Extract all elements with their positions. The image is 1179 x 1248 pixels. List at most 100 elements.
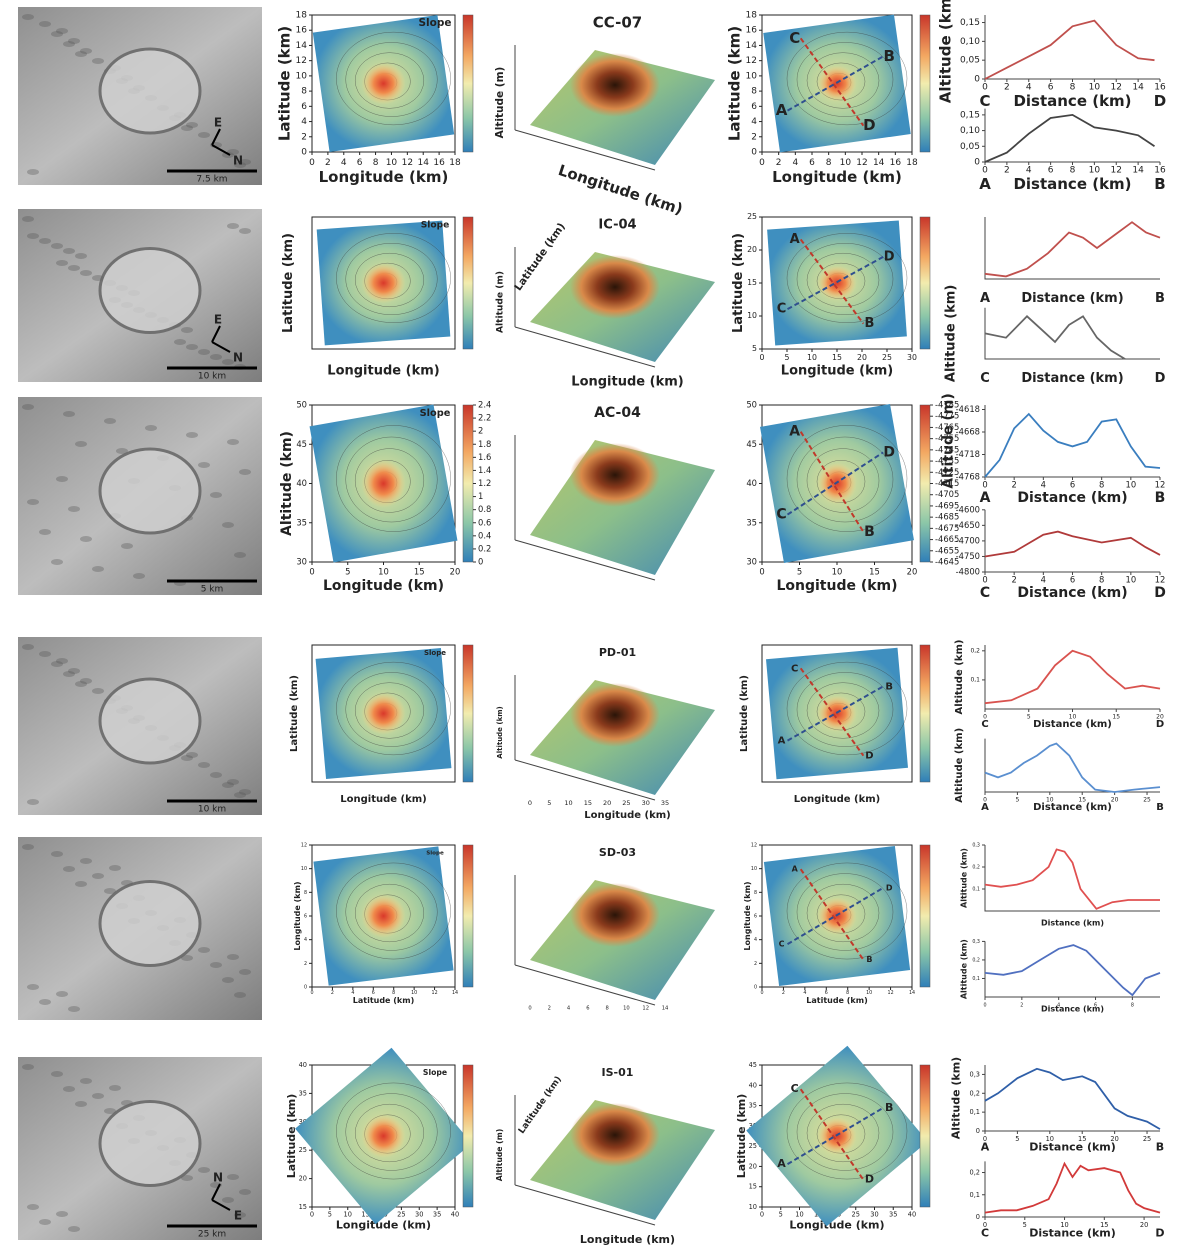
x-tick-label: 18 — [449, 158, 461, 168]
x-axis-label: Longitude (km) — [789, 1219, 884, 1232]
x-axis-label: Longitude (km) — [571, 375, 683, 390]
x-tick-label: 10 — [344, 1211, 352, 1219]
x-tick-label: 8 — [1099, 480, 1104, 490]
x-axis-label: Longitude (km) — [584, 810, 670, 821]
crater — [100, 1102, 200, 1186]
x-tick-label: 5 — [1015, 1135, 1019, 1143]
x-tick-label: 25 — [622, 799, 630, 807]
compass-label: N — [233, 351, 243, 365]
dune — [56, 260, 68, 266]
colorbar-tick-label: 1 — [478, 491, 483, 501]
x-tick-label: 0 — [760, 1211, 764, 1219]
y-axis-label: Latitude (km) — [731, 233, 746, 333]
y-axis-label: Latitude (km) — [726, 26, 744, 141]
profile-end-label: C — [981, 1227, 989, 1240]
profile-end-label: B — [1155, 490, 1166, 506]
y-tick-label: 10 — [301, 866, 307, 872]
dune — [227, 1174, 239, 1180]
y-axis-label: Latitude (km) — [281, 233, 296, 333]
y-tick-label: 0,05 — [960, 142, 980, 152]
dune — [51, 851, 63, 857]
x-tick-label: 14 — [452, 990, 458, 996]
x-tick-label: 25 — [1143, 797, 1151, 804]
y-tick-label: 45 — [746, 439, 757, 449]
y-tick-label: 0,1 — [972, 976, 980, 982]
panel-title: PD-01 — [599, 646, 636, 659]
x-tick-label: 0 — [982, 166, 988, 176]
y-tick-label: 0,2 — [972, 865, 980, 871]
x-tick-label: 5 — [1023, 1221, 1027, 1229]
x-tick-label: 5 — [797, 566, 802, 576]
y-tick-label: 0 — [976, 1127, 980, 1135]
hot-spot — [361, 1114, 405, 1158]
profile-end-label: B — [1156, 1141, 1164, 1154]
x-tick-label: 2 — [548, 1006, 551, 1012]
y-tick-label: 0 — [974, 158, 980, 168]
x-axis-label: Distance (km) — [1029, 1227, 1116, 1240]
dune — [198, 947, 210, 953]
scale-label: 10 km — [198, 805, 226, 815]
dune — [56, 1211, 68, 1217]
profile-end-label: C — [981, 719, 988, 730]
x-tick-label: 10 — [1089, 166, 1101, 176]
profile-end-label: D — [1155, 371, 1166, 386]
x-tick-label: 0 — [310, 990, 313, 996]
x-axis-label: Longitude (km) — [319, 168, 449, 186]
x-tick-label: 20 — [603, 799, 611, 807]
dune — [198, 349, 210, 355]
x-tick-label: 2 — [1011, 575, 1016, 585]
colorbar-tick-label: 0 — [478, 557, 483, 567]
y-tick-label: 2 — [301, 132, 307, 142]
y-tick-label: 16 — [746, 26, 758, 36]
profile-end-label: A — [979, 175, 991, 193]
x-tick-label: 5 — [547, 799, 551, 807]
dune — [27, 233, 39, 239]
x-tick-label: 20 — [1111, 797, 1119, 804]
x-tick-label: 6 — [586, 1006, 589, 1012]
profile-track-label: D — [886, 883, 893, 892]
colorbar — [920, 405, 930, 562]
y-tick-label: 12 — [751, 843, 757, 849]
y-tick-label: 0,10 — [960, 37, 980, 47]
peak-3d — [570, 255, 660, 319]
y-tick-label: 8 — [304, 890, 307, 896]
dune — [56, 991, 68, 997]
y-tick-label: 20 — [749, 1162, 757, 1170]
scale-label: 10 km — [198, 372, 226, 382]
hot-spot — [817, 266, 857, 301]
x-tick-label: 8 — [1070, 83, 1076, 93]
x-tick-label: 5 — [785, 353, 790, 362]
y-axis-label: Altitude (km) — [949, 1057, 962, 1139]
y-tick-label: 10 — [747, 311, 757, 320]
profile-track-label: A — [778, 736, 786, 747]
dune — [63, 411, 75, 417]
y-axis-label: Altitude (m) — [941, 393, 957, 489]
x-tick-label: 0 — [982, 83, 988, 93]
x-tick-label: 25 — [852, 1211, 860, 1219]
y-tick-label: 15 — [747, 278, 757, 287]
colorbar — [920, 1065, 930, 1207]
y-tick-label: -4800 — [956, 567, 980, 577]
y-tick-label: 40 — [749, 1081, 757, 1089]
panel-title: IS-01 — [602, 1066, 634, 1079]
profile-axes — [985, 510, 1160, 572]
x-axis-label: Longitude (km) — [772, 168, 902, 186]
x-axis-label: Distance (km) — [1041, 1005, 1104, 1014]
x-tick-label: 10 — [840, 158, 852, 168]
colorbar — [463, 405, 473, 562]
y-axis-label: Latitude (km) — [285, 1094, 298, 1179]
y-tick-label: 10 — [749, 1203, 757, 1211]
x-axis-label: Longitude (km) — [776, 578, 897, 594]
compass-label: E — [214, 313, 222, 327]
y-tick-label: 5 — [752, 344, 757, 353]
colorbar — [463, 1065, 473, 1207]
profile-track-label: C — [789, 29, 800, 47]
x-tick-label: 0 — [528, 1006, 531, 1012]
y-axis-label: Latitude (km) — [289, 675, 300, 752]
x-tick-label: 5 — [328, 1211, 332, 1219]
compass-label: E — [214, 116, 222, 130]
dune — [22, 216, 34, 222]
x-tick-label: 8 — [1099, 575, 1104, 585]
x-tick-label: 0 — [309, 566, 314, 576]
dune — [198, 462, 210, 468]
